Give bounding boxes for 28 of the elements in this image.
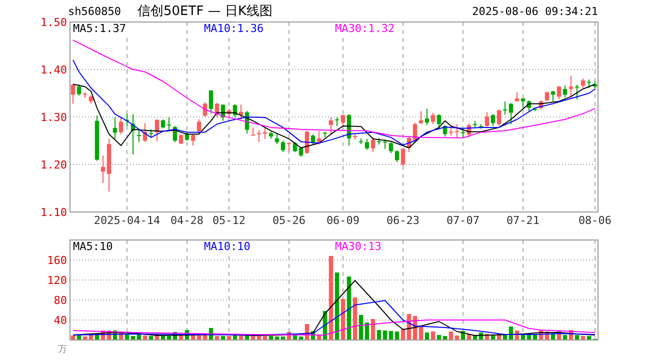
text: MA10:1.36	[204, 22, 264, 35]
x-tick-label: 2025-04-14	[94, 214, 160, 227]
y-tick-label: 40	[54, 314, 67, 327]
y-tick-label: 1.20	[40, 158, 67, 172]
y-tick-label: 120	[47, 274, 67, 287]
chart-title: 信创50ETF — 日K线图	[138, 4, 272, 19]
y-tick-label: 1.10	[40, 206, 67, 219]
x-tick-label: 06-09	[326, 214, 360, 227]
x-tick-label: 05-26	[272, 214, 306, 227]
text: MA30:1.32	[335, 22, 395, 35]
y-tick-label: 1.40	[40, 64, 67, 76]
y-tick-label: 160	[47, 254, 67, 267]
x-tick-label: 05-12	[212, 214, 246, 227]
text: 2025-08-06 09:34:21	[472, 5, 598, 18]
y-axis-title: 万	[58, 345, 67, 355]
text: MA5:10	[73, 240, 113, 253]
x-tick-label: 07-21	[506, 214, 540, 227]
text: MA5:1.37	[73, 22, 126, 35]
y-tick-label: 1.30	[40, 111, 67, 124]
text: MA30:13	[335, 240, 382, 253]
chart-subtitle: sh560850	[68, 5, 121, 18]
x-tick-label: 08-06	[578, 214, 612, 227]
y-tick-label: 1.50	[40, 16, 67, 29]
x-tick-label: 07-07	[446, 214, 480, 227]
x-tick-label: 06-23	[386, 214, 420, 227]
y-tick-label: 80	[54, 294, 67, 307]
text: MA10:10	[204, 240, 250, 253]
x-tick-label: 04-28	[170, 214, 204, 227]
